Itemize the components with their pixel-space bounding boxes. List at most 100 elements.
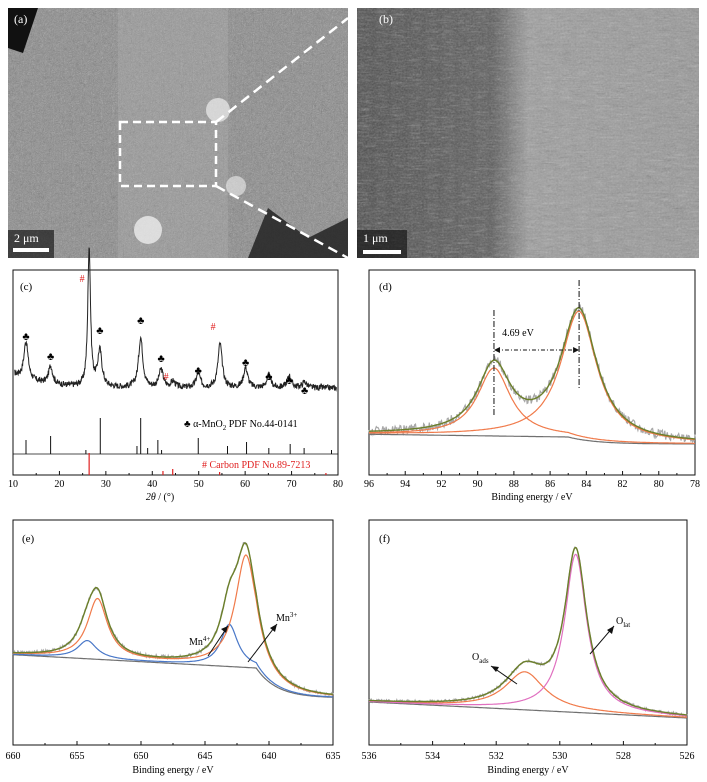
xrd-peak-markers: ♣♣♣♣♣♣♣♣ ♣♣### <box>22 274 308 397</box>
x-tick-label: 30 <box>101 479 111 490</box>
mn3-label: Mn3+ <box>276 611 297 624</box>
club-marker: ♣ <box>195 365 202 377</box>
x-tick-label: 94 <box>400 479 410 490</box>
scale-bar-label-a: 2 μm <box>14 231 39 245</box>
oads-label: Oads <box>472 652 489 665</box>
xps-d-annotation <box>493 280 580 416</box>
olat-label: Olat <box>616 616 630 629</box>
x-tick-label: 655 <box>70 751 85 762</box>
xps-d-x-axis-label: Binding energy / eV <box>491 492 573 503</box>
x-tick-label: 92 <box>436 479 446 490</box>
club-marker: ♣ <box>286 375 293 387</box>
x-tick-label: 10 <box>8 479 18 490</box>
sem-texture-a <box>8 8 348 258</box>
xrd-svg: 10 20 30 40 50 60 70 80 ♣♣♣♣♣♣♣♣ ♣♣### (c) ♣ α-M… <box>8 247 343 503</box>
xrd-x-axis-label: 2θ / (°) <box>146 492 174 503</box>
carbon-reference-lines <box>88 453 327 475</box>
sem-image-b: (b) 1 μm <box>357 8 699 258</box>
splitting-arrow-head <box>573 347 580 353</box>
xrd-frame <box>12 269 339 476</box>
xrd-chart: 10 20 30 40 50 60 70 80 ♣ ♣ ♣ ♣ ♣ ♣ ♣ ♣ ♣ ♣ # # # (c) ♣ α-M… <box>0 247 350 508</box>
xps-f-x-axis-label: Binding energy / eV <box>487 765 569 776</box>
scale-bar-label-b: 1 μm <box>363 231 388 245</box>
x-tick-label: 640 <box>262 751 277 762</box>
xps-f-curves <box>368 546 688 719</box>
mn4-fit-component <box>13 623 333 698</box>
x-tick-label: 60 <box>240 479 250 490</box>
club-marker: ♣ <box>157 353 164 365</box>
hash-marker: # <box>164 372 169 383</box>
oads-arrow-head <box>491 666 499 672</box>
x-tick-label: 536 <box>362 751 377 762</box>
oads-fit-component <box>368 671 688 718</box>
xps-f-frame <box>368 519 688 746</box>
x-tick-label: 532 <box>489 751 504 762</box>
x-tick-label: 528 <box>616 751 631 762</box>
mn3-arrow-line <box>247 623 278 663</box>
background-line <box>369 433 695 445</box>
xps-e-x-ticks: 660 655 650 645 640 635 <box>6 741 341 762</box>
x-tick-label: 90 <box>473 479 483 490</box>
x-tick-label: 645 <box>198 751 213 762</box>
xps-chart-d: 96 94 92 90 88 86 84 82 80 78 (d) 4.69 eV Binding… <box>355 268 707 508</box>
panel-label-c: (c) <box>20 281 33 293</box>
mn4-arrow-head <box>221 626 228 633</box>
xps-d-svg: 96 94 92 90 88 86 84 82 80 78 (d) 4.69 eV Binding… <box>364 269 700 503</box>
x-tick-label: 530 <box>552 751 567 762</box>
background-line <box>369 701 687 719</box>
club-marker: ♣ <box>265 371 272 383</box>
splitting-arrow-head <box>493 347 500 353</box>
panel-label-d: (d) <box>379 281 392 293</box>
fit-peak-89eV <box>369 367 695 444</box>
panel-label-a: (a) <box>14 12 28 26</box>
splitting-label: 4.69 eV <box>502 328 534 339</box>
x-tick-label: 88 <box>509 479 519 490</box>
x-tick-label: 660 <box>6 751 21 762</box>
background-line <box>13 654 333 698</box>
xps-chart-f: 536 534 532 530 528 526 (f) Oads Olat Binding… <box>355 518 707 780</box>
mn4-label: Mn4+ <box>189 635 210 648</box>
olat-arrow-head <box>607 626 614 634</box>
x-tick-label: 20 <box>54 479 64 490</box>
x-tick-label: 86 <box>545 479 555 490</box>
x-tick-label: 526 <box>680 751 695 762</box>
club-marker: ♣ <box>22 331 29 343</box>
club-marker: ♣ <box>96 325 103 337</box>
x-tick-label: 70 <box>287 479 297 490</box>
mno2-reference-legend: ♣ α-MnO2 PDF No.44-0141 <box>184 419 298 432</box>
x-tick-label: 96 <box>364 479 374 490</box>
fit-envelope <box>13 542 334 695</box>
sem-image-a: (a) 2 μm <box>8 8 348 258</box>
xps-chart-e: 660 655 650 645 640 635 (e) Mn4+ Mn3+ Binding… <box>0 518 350 780</box>
xps-e-x-axis-label: Binding energy / eV <box>132 765 214 776</box>
mn3-fit-component <box>12 554 334 696</box>
x-tick-label: 78 <box>690 479 700 490</box>
carbon-reference-legend: # Carbon PDF No.89-7213 <box>202 460 310 471</box>
club-marker: ♣ <box>301 385 308 397</box>
fit-envelope <box>369 546 688 716</box>
x-tick-label: 50 <box>194 479 204 490</box>
club-marker: ♣ <box>137 315 144 327</box>
xps-e-curves <box>12 541 334 698</box>
xps-e-frame <box>12 519 334 746</box>
mno2-reference-lines <box>25 418 332 454</box>
club-marker: ♣ <box>47 351 54 363</box>
hash-marker: # <box>211 322 216 333</box>
xps-d-x-ticks: 96 94 92 90 88 86 84 82 80 78 <box>364 471 700 490</box>
panel-label-e: (e) <box>22 533 35 545</box>
x-tick-label: 650 <box>134 751 149 762</box>
panel-label-b: (b) <box>379 12 393 26</box>
xps-f-svg: 536 534 532 530 528 526 (f) Oads Olat Binding… <box>362 519 695 776</box>
xps-f-x-ticks: 536 534 532 530 528 526 <box>362 741 695 762</box>
xps-e-svg: 660 655 650 645 640 635 (e) Mn4+ Mn3+ Binding… <box>6 519 341 776</box>
olat-fit-component <box>368 553 688 717</box>
x-tick-label: 80 <box>333 479 343 490</box>
x-tick-label: 80 <box>654 479 664 490</box>
sem-texture-b <box>357 8 699 258</box>
fit-envelope <box>369 306 695 440</box>
raw-spectrum <box>368 546 688 717</box>
x-tick-label: 84 <box>581 479 591 490</box>
club-marker: ♣ <box>242 357 249 369</box>
xps-d-frame <box>368 269 696 476</box>
hash-marker: # <box>80 274 85 285</box>
